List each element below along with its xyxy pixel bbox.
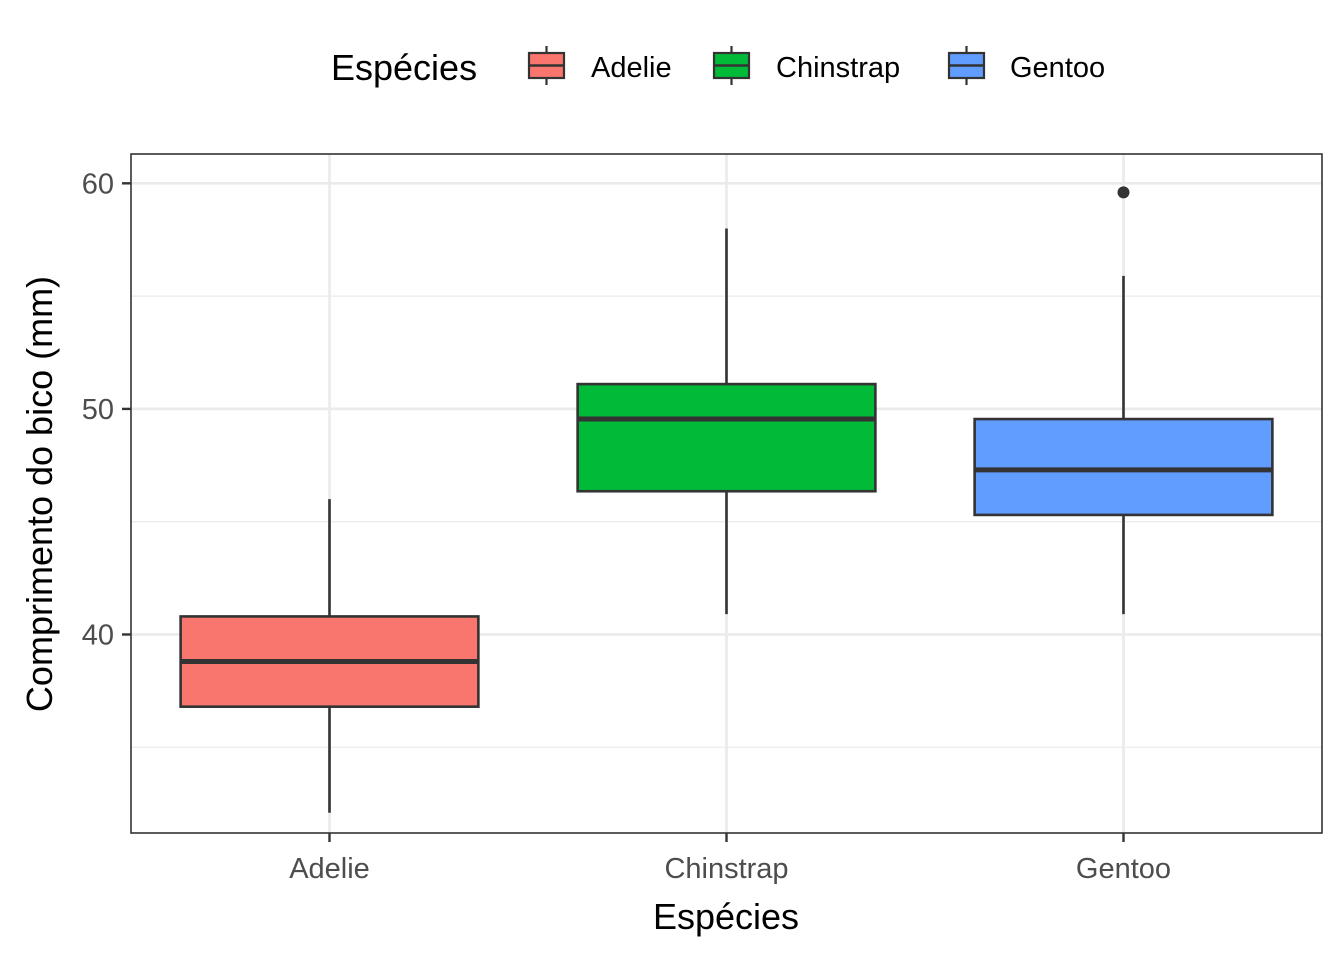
legend-label: Chinstrap — [776, 52, 900, 84]
x-axis: Adelie Chinstrap Gentoo — [289, 833, 1171, 885]
y-axis-title: Comprimento do bico (mm) — [19, 276, 60, 712]
box-chinstrap — [576, 228, 877, 615]
box-iqr — [576, 382, 877, 493]
box-iqr — [973, 417, 1274, 517]
legend-item-gentoo: Gentoo — [947, 46, 1105, 85]
y-tick-label: 60 — [82, 168, 114, 200]
x-tick-label: Gentoo — [1076, 853, 1171, 885]
x-tick-label: Chinstrap — [664, 853, 788, 885]
legend-item-adelie: Adelie — [527, 46, 672, 85]
legend-label: Gentoo — [1010, 52, 1105, 84]
x-axis-title: Espécies — [653, 896, 799, 937]
x-tick-label: Adelie — [289, 853, 370, 885]
y-axis: 40 50 60 — [82, 168, 131, 651]
legend-title: Espécies — [331, 47, 477, 88]
legend-label: Adelie — [591, 52, 672, 84]
legend-item-chinstrap: Chinstrap — [712, 46, 900, 85]
plot-panel — [130, 153, 1323, 834]
box-gentoo — [973, 186, 1274, 615]
boxes — [179, 186, 1274, 813]
y-tick-label: 40 — [82, 619, 114, 651]
outlier-point — [1117, 186, 1130, 199]
box-adelie — [179, 499, 480, 813]
y-tick-label: 50 — [82, 394, 114, 426]
legend: Espécies Adelie Chinstrap Gentoo — [331, 46, 1105, 88]
